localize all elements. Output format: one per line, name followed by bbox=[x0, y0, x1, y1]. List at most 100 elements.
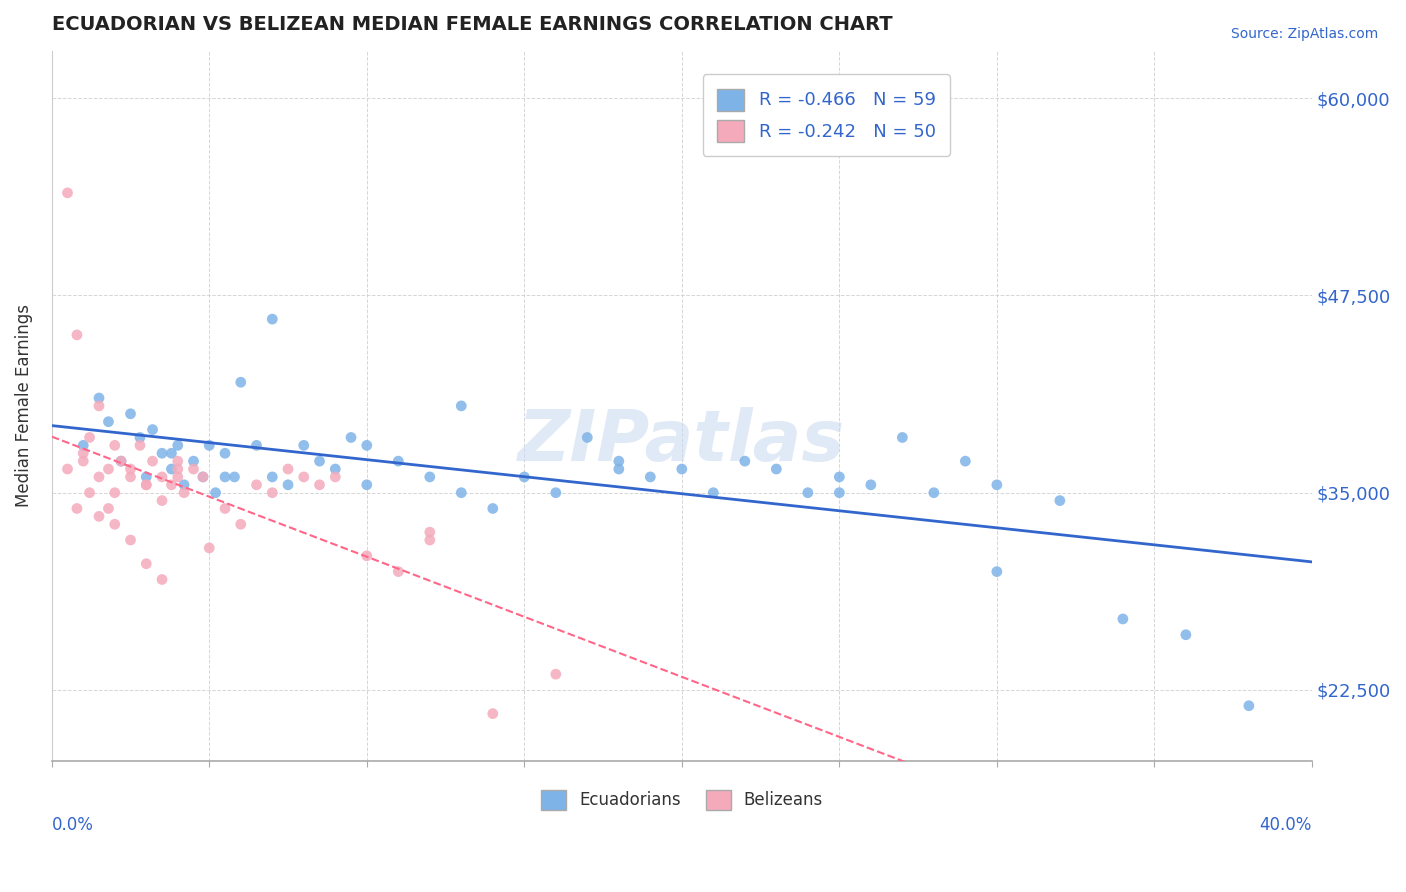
Point bbox=[150, 493, 173, 508]
Point bbox=[150, 470, 173, 484]
Point bbox=[544, 485, 567, 500]
Point bbox=[702, 485, 724, 500]
Point bbox=[292, 470, 315, 484]
Point bbox=[160, 478, 183, 492]
Point bbox=[986, 565, 1008, 579]
Point bbox=[340, 430, 363, 444]
Point bbox=[72, 446, 94, 460]
Point bbox=[87, 509, 110, 524]
Point bbox=[110, 454, 132, 468]
Point bbox=[66, 327, 89, 342]
Point bbox=[120, 407, 142, 421]
Point bbox=[891, 430, 914, 444]
Point bbox=[166, 438, 188, 452]
Point bbox=[97, 415, 120, 429]
Point bbox=[419, 533, 441, 547]
Point bbox=[640, 470, 662, 484]
Point bbox=[87, 470, 110, 484]
Point bbox=[183, 462, 205, 476]
Point bbox=[419, 525, 441, 540]
Point bbox=[859, 478, 882, 492]
Point bbox=[214, 501, 236, 516]
Point bbox=[277, 462, 299, 476]
Point bbox=[214, 446, 236, 460]
Point bbox=[56, 186, 79, 200]
Point bbox=[323, 470, 346, 484]
Point bbox=[166, 462, 188, 476]
Point bbox=[262, 485, 284, 500]
Text: ZIPatlas: ZIPatlas bbox=[519, 407, 845, 476]
Point bbox=[513, 470, 536, 484]
Point bbox=[1174, 628, 1197, 642]
Point bbox=[607, 454, 630, 468]
Point bbox=[607, 462, 630, 476]
Text: 0.0%: 0.0% bbox=[52, 816, 94, 834]
Point bbox=[481, 501, 503, 516]
Point bbox=[387, 454, 409, 468]
Point bbox=[150, 446, 173, 460]
Point bbox=[160, 446, 183, 460]
Point bbox=[245, 478, 267, 492]
Legend: Ecuadorians, Belizeans: Ecuadorians, Belizeans bbox=[534, 783, 830, 816]
Point bbox=[419, 470, 441, 484]
Point bbox=[173, 485, 195, 500]
Y-axis label: Median Female Earnings: Median Female Earnings bbox=[15, 304, 32, 508]
Point bbox=[166, 454, 188, 468]
Point bbox=[450, 399, 472, 413]
Point bbox=[97, 501, 120, 516]
Point bbox=[135, 470, 157, 484]
Point bbox=[308, 454, 330, 468]
Point bbox=[204, 485, 226, 500]
Point bbox=[97, 462, 120, 476]
Point bbox=[323, 462, 346, 476]
Point bbox=[191, 470, 214, 484]
Point bbox=[1049, 493, 1071, 508]
Point bbox=[79, 430, 101, 444]
Point bbox=[166, 470, 188, 484]
Point bbox=[198, 438, 221, 452]
Point bbox=[1237, 698, 1260, 713]
Point bbox=[110, 454, 132, 468]
Point bbox=[922, 485, 945, 500]
Point bbox=[481, 706, 503, 721]
Point bbox=[387, 565, 409, 579]
Point bbox=[150, 573, 173, 587]
Point bbox=[828, 470, 851, 484]
Point bbox=[734, 454, 756, 468]
Point bbox=[104, 438, 127, 452]
Point bbox=[87, 399, 110, 413]
Point bbox=[356, 438, 378, 452]
Point bbox=[356, 549, 378, 563]
Point bbox=[986, 478, 1008, 492]
Point bbox=[797, 485, 820, 500]
Point bbox=[765, 462, 787, 476]
Text: 40.0%: 40.0% bbox=[1260, 816, 1312, 834]
Text: ECUADORIAN VS BELIZEAN MEDIAN FEMALE EARNINGS CORRELATION CHART: ECUADORIAN VS BELIZEAN MEDIAN FEMALE EAR… bbox=[52, 15, 893, 34]
Point bbox=[120, 462, 142, 476]
Point bbox=[104, 485, 127, 500]
Point bbox=[120, 533, 142, 547]
Point bbox=[142, 454, 165, 468]
Point bbox=[66, 501, 89, 516]
Point bbox=[229, 376, 252, 390]
Point bbox=[356, 478, 378, 492]
Point bbox=[262, 470, 284, 484]
Point bbox=[308, 478, 330, 492]
Point bbox=[72, 454, 94, 468]
Point bbox=[245, 438, 267, 452]
Point bbox=[277, 478, 299, 492]
Point bbox=[828, 485, 851, 500]
Point bbox=[129, 438, 152, 452]
Point bbox=[214, 470, 236, 484]
Point bbox=[229, 517, 252, 532]
Point bbox=[544, 667, 567, 681]
Point bbox=[450, 485, 472, 500]
Point bbox=[135, 478, 157, 492]
Point bbox=[160, 462, 183, 476]
Text: Source: ZipAtlas.com: Source: ZipAtlas.com bbox=[1230, 27, 1378, 41]
Point bbox=[1112, 612, 1135, 626]
Point bbox=[87, 391, 110, 405]
Point bbox=[191, 470, 214, 484]
Point bbox=[72, 438, 94, 452]
Point bbox=[135, 478, 157, 492]
